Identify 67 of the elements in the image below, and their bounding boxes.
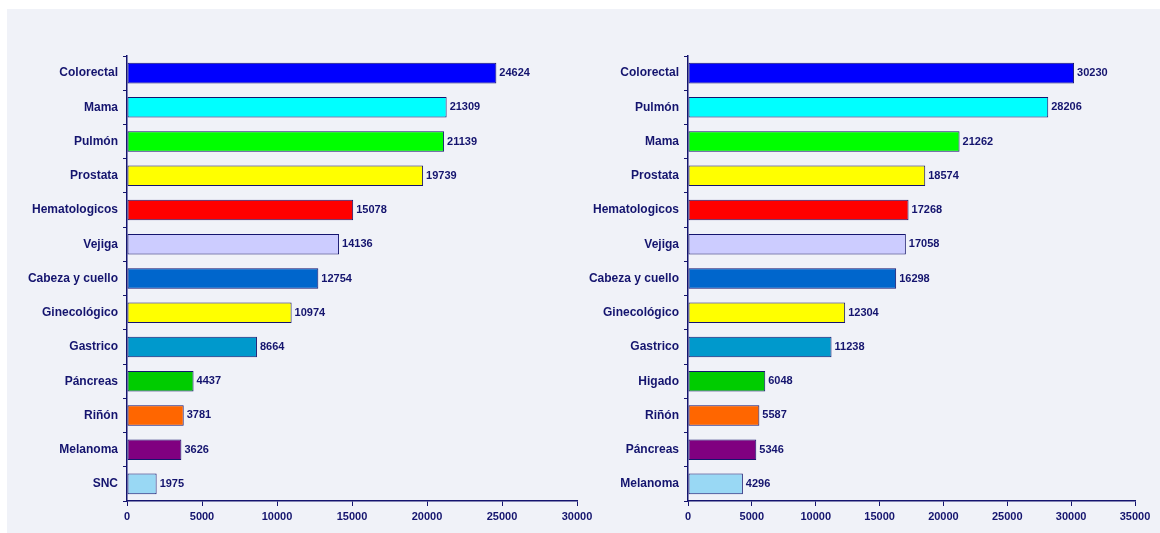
x-tick-label: 10000 bbox=[800, 509, 832, 522]
y-tick-label: SNC bbox=[92, 476, 119, 491]
x-tick-label: 0 bbox=[123, 509, 131, 522]
y-tick-label: Prostata bbox=[69, 168, 119, 183]
y-tick-label: Riñón bbox=[645, 407, 679, 422]
y-tick-label: Gastrico bbox=[630, 339, 679, 354]
x-tick-label: 35000 bbox=[1119, 509, 1151, 522]
y-tick-label: Páncreas bbox=[64, 373, 119, 388]
data-label: 12304 bbox=[848, 305, 880, 318]
y-tick-label: Melanoma bbox=[620, 476, 680, 491]
data-label: 24624 bbox=[499, 66, 531, 79]
data-label: 14136 bbox=[342, 237, 373, 250]
y-tick-label: Cabeza y cuello bbox=[588, 270, 679, 285]
y-tick-label: Ginecológico bbox=[41, 305, 118, 320]
data-label: 15078 bbox=[356, 203, 387, 216]
data-label: 3626 bbox=[184, 442, 209, 455]
y-tick-label: Ginecológico bbox=[602, 305, 679, 320]
y-tick-label: Mama bbox=[644, 133, 680, 148]
data-label: 21262 bbox=[962, 134, 994, 147]
y-tick-label: Hematologicos bbox=[31, 202, 119, 217]
x-tick-label: 15000 bbox=[336, 509, 368, 522]
y-tick-label: Melanoma bbox=[59, 441, 119, 456]
data-label: 4296 bbox=[745, 476, 771, 489]
x-tick-label: 5000 bbox=[739, 509, 765, 522]
x-tick-label: 0 bbox=[684, 509, 692, 522]
y-tick-label: Mama bbox=[83, 99, 119, 114]
data-label: 12754 bbox=[321, 271, 353, 284]
data-label: 1975 bbox=[159, 476, 185, 489]
x-tick-label: 25000 bbox=[486, 509, 518, 522]
data-label: 30230 bbox=[1077, 66, 1108, 79]
data-label: 5346 bbox=[759, 442, 784, 455]
data-label: 11238 bbox=[834, 339, 865, 352]
x-tick-label: 20000 bbox=[411, 509, 443, 522]
data-label: 5587 bbox=[762, 408, 787, 421]
y-tick-label: Pulmón bbox=[635, 99, 679, 114]
y-tick-label: Colorectal bbox=[620, 65, 679, 80]
y-tick-label: Colorectal bbox=[59, 65, 118, 80]
data-label: 28206 bbox=[1051, 100, 1082, 113]
data-label: 17058 bbox=[908, 237, 940, 250]
data-label: 18574 bbox=[928, 168, 960, 181]
x-tick-label: 25000 bbox=[991, 509, 1023, 522]
y-tick-label: Vejiga bbox=[644, 236, 680, 251]
x-tick-label: 15000 bbox=[864, 509, 895, 522]
x-tick-label: 30000 bbox=[1055, 509, 1087, 522]
data-label: 21139 bbox=[447, 134, 478, 147]
x-tick-label: 10000 bbox=[261, 509, 293, 522]
y-tick-label: Páncreas bbox=[625, 441, 680, 456]
y-tick-label: Pulmón bbox=[74, 133, 118, 148]
y-tick-label: Prostata bbox=[630, 168, 680, 183]
y-tick-label: Vejiga bbox=[83, 236, 119, 251]
y-tick-label: Gastrico bbox=[69, 339, 118, 354]
data-label: 8664 bbox=[259, 339, 286, 352]
x-tick-label: 20000 bbox=[928, 509, 959, 522]
data-label: 21309 bbox=[449, 100, 481, 113]
data-label: 4437 bbox=[196, 374, 222, 387]
y-tick-label: Cabeza y cuello bbox=[27, 270, 118, 285]
y-tick-label: Higado bbox=[638, 373, 679, 388]
data-label: 17268 bbox=[911, 203, 943, 216]
x-tick-label: 30000 bbox=[561, 509, 593, 522]
x-tick-label: 5000 bbox=[189, 509, 215, 522]
data-label: 3781 bbox=[186, 408, 212, 421]
data-label: 19739 bbox=[426, 168, 457, 181]
y-tick-label: Riñón bbox=[84, 407, 118, 422]
data-label: 10974 bbox=[294, 305, 327, 318]
y-tick-label: Hematologicos bbox=[592, 202, 680, 217]
data-label: 16298 bbox=[899, 271, 930, 284]
data-label: 6048 bbox=[768, 374, 793, 387]
